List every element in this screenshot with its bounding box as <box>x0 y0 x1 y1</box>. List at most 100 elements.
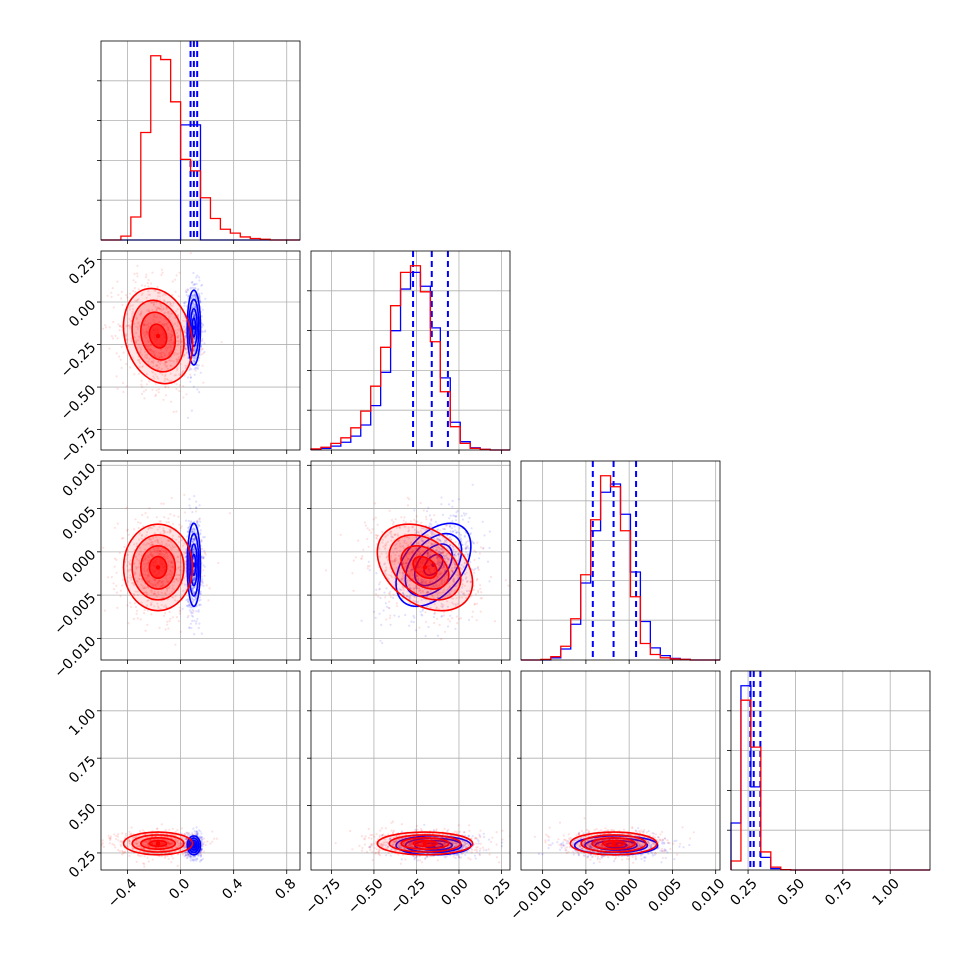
scatter-point <box>160 552 163 555</box>
scatter-point <box>144 543 148 546</box>
scatter-point <box>174 643 177 646</box>
scatter-point <box>194 369 197 372</box>
scatter-point <box>183 542 186 545</box>
scatter-point <box>118 329 121 332</box>
scatter-point <box>198 599 201 602</box>
scatter-point <box>465 596 468 600</box>
density-contour <box>188 532 200 597</box>
scatter-point <box>163 531 166 534</box>
scatter-point <box>401 545 404 548</box>
scatter-point <box>433 514 436 517</box>
scatter-point <box>452 514 455 517</box>
scatter-point <box>129 605 133 608</box>
scatter-point <box>110 291 113 294</box>
scatter-point <box>143 567 146 570</box>
scatter-point <box>404 562 407 565</box>
scatter-point <box>432 615 435 619</box>
scatter-point <box>137 335 140 338</box>
scatter-point <box>158 356 161 360</box>
scatter-point <box>405 561 408 565</box>
scatter-point <box>149 526 152 529</box>
scatter-point <box>477 557 481 560</box>
scatter-point <box>152 315 155 318</box>
scatter-point <box>430 543 433 546</box>
scatter-point <box>116 606 119 610</box>
scatter-point <box>149 553 152 556</box>
scatter-point <box>196 521 199 524</box>
scatter-point <box>397 615 400 618</box>
scatter-point <box>186 599 189 602</box>
scatter-point <box>392 551 395 554</box>
scatter-point <box>131 315 134 318</box>
scatter-point <box>173 374 176 377</box>
scatter-point <box>479 597 482 600</box>
scatter-point <box>180 539 183 542</box>
scatter-point <box>192 600 195 603</box>
scatter-point <box>148 538 151 541</box>
scatter-point <box>456 576 459 579</box>
scatter-point <box>461 583 464 586</box>
scatter-point <box>144 343 147 346</box>
scatter-point <box>118 551 121 554</box>
scatter-point <box>136 326 139 329</box>
scatter-point <box>374 534 377 537</box>
density-peak <box>155 333 161 339</box>
scatter-point <box>131 356 135 359</box>
scatter-point <box>172 596 175 599</box>
scatter-point <box>471 483 474 486</box>
scatter-point <box>452 603 455 606</box>
scatter-point <box>169 302 172 305</box>
scatter-point <box>167 312 170 315</box>
scatter-point <box>194 306 197 309</box>
scatter-point <box>438 546 441 549</box>
scatter-point <box>473 558 476 562</box>
scatter-point <box>137 565 140 568</box>
scatter-point <box>203 350 206 353</box>
scatter-point <box>178 389 181 393</box>
scatter-point <box>192 576 195 579</box>
scatter-point <box>197 288 200 291</box>
scatter-point <box>168 620 171 623</box>
scatter-point <box>450 569 453 572</box>
scatter-point <box>504 579 507 582</box>
scatter-point <box>195 620 198 623</box>
scatter-point <box>400 516 403 519</box>
scatter-point <box>403 539 406 543</box>
scatter-point <box>153 313 156 316</box>
scatter-point <box>409 570 412 573</box>
scatter-point <box>108 347 111 350</box>
scatter-point <box>201 580 204 583</box>
scatter-point <box>196 366 199 369</box>
scatter-point <box>424 611 427 614</box>
scatter-point <box>436 537 439 540</box>
scatter-point <box>195 506 198 509</box>
scatter-point <box>144 328 148 331</box>
scatter-point <box>97 609 99 611</box>
scatter-point <box>420 580 423 584</box>
scatter-point <box>417 542 420 545</box>
scatter-point <box>388 607 391 610</box>
scatter-point <box>393 563 396 566</box>
scatter-point <box>194 294 197 297</box>
scatter-point <box>193 314 196 317</box>
scatter-point <box>192 537 195 540</box>
scatter-point <box>172 340 175 343</box>
scatter-point <box>414 554 418 557</box>
scatter-point <box>193 538 196 542</box>
scatter-point <box>393 559 396 562</box>
scatter-point <box>392 523 395 526</box>
scatter-point <box>148 507 151 510</box>
scatter-point <box>420 579 423 582</box>
scatter-point <box>102 546 105 549</box>
scatter-point <box>178 523 181 526</box>
scatter-point <box>420 581 423 584</box>
scatter-point <box>153 289 156 292</box>
scatter-point <box>133 602 136 605</box>
scatter-point <box>425 542 428 545</box>
scatter-point <box>179 630 182 634</box>
scatter-point <box>366 565 370 568</box>
scatter-point <box>146 592 149 595</box>
scatter-point <box>164 628 167 631</box>
scatter-point <box>151 543 154 547</box>
scatter-point <box>135 317 138 321</box>
